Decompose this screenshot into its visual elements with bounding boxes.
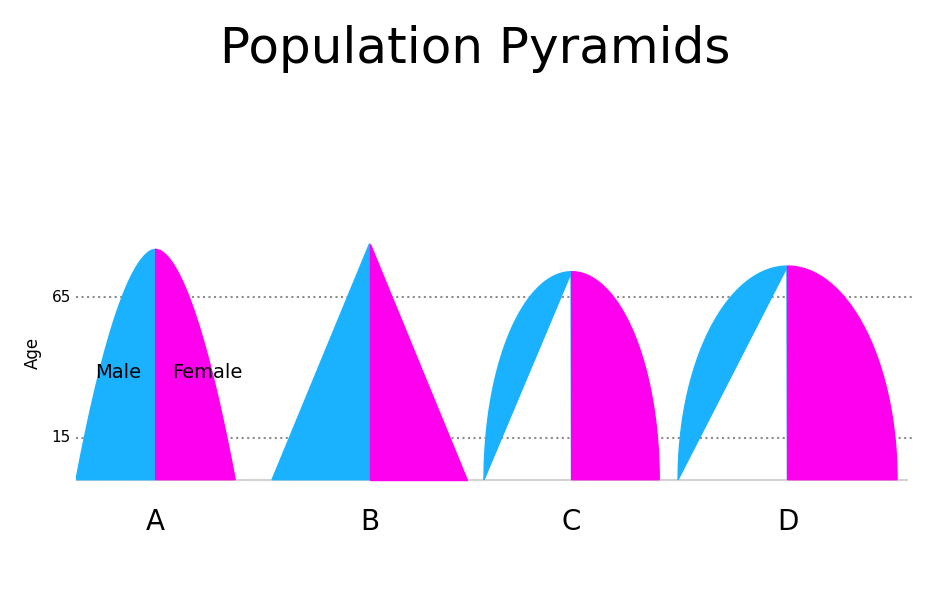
Polygon shape [370,244,467,480]
Text: Female: Female [172,364,242,382]
Text: Male: Male [95,364,141,382]
Text: Age: Age [25,337,42,369]
Text: A: A [146,508,165,536]
Polygon shape [678,266,788,480]
Polygon shape [156,249,236,480]
Text: D: D [777,508,798,536]
Polygon shape [788,266,897,480]
Text: 15: 15 [51,430,71,445]
Polygon shape [484,272,572,480]
Polygon shape [272,244,370,480]
Text: B: B [360,508,379,536]
Polygon shape [76,249,156,480]
Text: C: C [562,508,581,536]
Polygon shape [572,272,659,480]
Text: Population Pyramids: Population Pyramids [219,25,731,72]
Text: 65: 65 [51,289,71,304]
